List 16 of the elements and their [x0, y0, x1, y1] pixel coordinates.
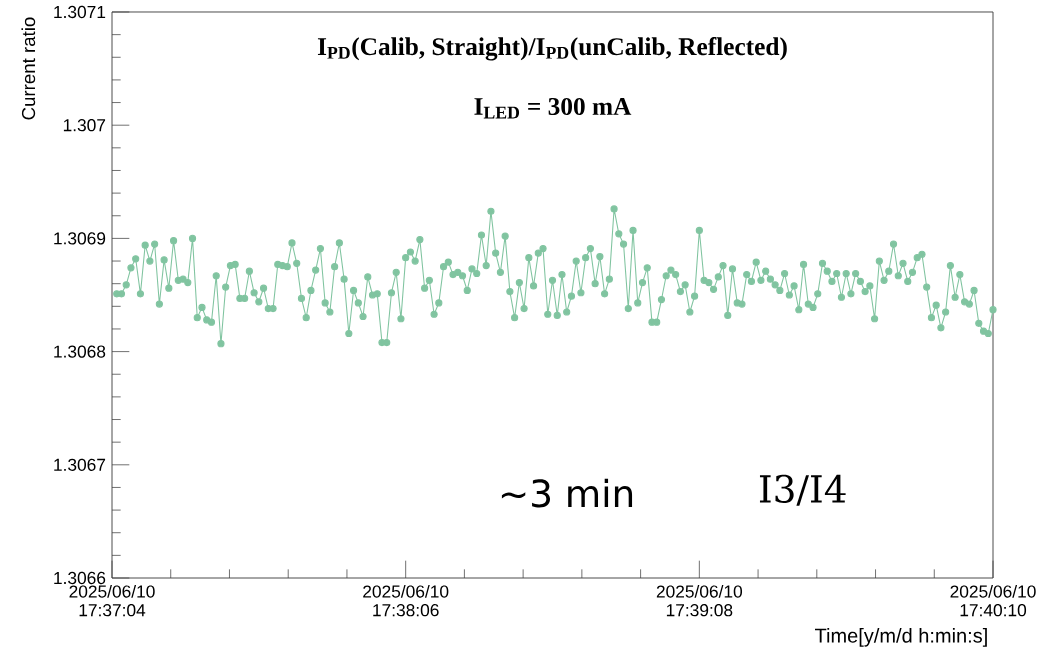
y-tick-label: 1.3068: [54, 345, 106, 358]
y-axis-title: Current ratio: [21, 17, 36, 120]
x-axis-title: Time[y/m/d h:min:s]: [815, 628, 987, 647]
text: I$_{LED}$ = 300 mA: [474, 97, 632, 119]
y-tick-label: 1.3066: [54, 571, 106, 585]
y-tick-label: 1.307: [63, 119, 106, 132]
y-tick-label: 1.3071: [54, 5, 106, 19]
y-tick-label: 1.3069: [54, 232, 106, 245]
y-tick-label: 1.3067: [54, 458, 106, 471]
annotation: ~3 min: [501, 478, 633, 508]
x-tick-label: 2025/06/10 17:40:10: [950, 584, 1036, 617]
x-tick-label: 2025/06/10 17:39:08: [656, 584, 743, 617]
x-tick-label: 2025/06/10 17:38:06: [363, 584, 449, 617]
text: I$_{PD}$(Calib, Straight)/I$_{PD}$(unCalib, Reflected): [317, 37, 787, 61]
x-tick-label: 2025/06/10 17:37:04: [69, 584, 155, 617]
annotation: I3/I4: [759, 474, 846, 506]
